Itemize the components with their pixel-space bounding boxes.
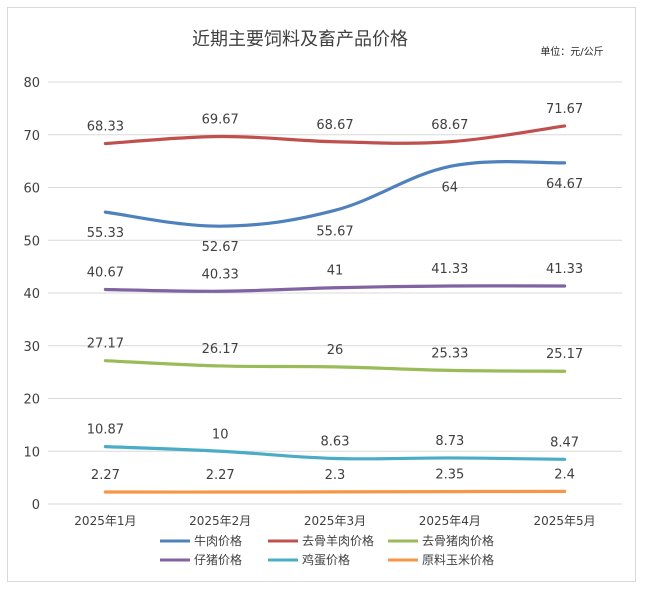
x-tick-label: 2025年2月 <box>189 514 251 528</box>
y-tick-label: 0 <box>32 498 40 513</box>
y-tick-label: 70 <box>23 129 40 144</box>
series-line <box>103 284 567 293</box>
data-label: 2.3 <box>325 468 346 483</box>
data-label: 2.35 <box>435 468 464 483</box>
data-label: 2.27 <box>91 468 120 483</box>
y-tick-label: 30 <box>23 340 40 355</box>
data-label: 69.67 <box>202 112 239 127</box>
data-label: 40.67 <box>87 265 124 280</box>
data-label: 27.17 <box>87 337 124 352</box>
y-tick-label: 50 <box>23 234 40 249</box>
x-axis-ticks: 2025年1月 2025年2月 2025年3月 2025年4月 2025年5月 <box>74 514 595 528</box>
series-lines <box>103 124 567 494</box>
data-label: 8.63 <box>321 434 350 449</box>
data-label: 25.17 <box>546 347 583 362</box>
x-tick-label: 2025年4月 <box>419 514 481 528</box>
legend-label: 牛肉价格 <box>194 533 242 548</box>
x-tick-label: 2025年3月 <box>304 514 366 528</box>
data-label: 8.47 <box>550 435 579 450</box>
data-label: 26.17 <box>202 342 239 357</box>
series-line <box>103 160 567 228</box>
data-label: 52.67 <box>202 240 239 255</box>
data-label: 25.33 <box>431 346 468 361</box>
data-label: 2.4 <box>554 467 575 482</box>
data-label: 64 <box>442 180 459 195</box>
data-label: 10.87 <box>87 423 124 438</box>
data-label: 71.67 <box>546 102 583 117</box>
data-label: 2.27 <box>206 468 235 483</box>
legend-label: 原料玉米价格 <box>422 552 494 567</box>
y-tick-label: 40 <box>23 287 40 302</box>
data-label: 68.33 <box>87 120 124 135</box>
legend-label: 仔猪价格 <box>194 552 242 567</box>
data-label: 41 <box>327 264 344 279</box>
x-tick-label: 2025年1月 <box>74 514 136 528</box>
unit-label: 单位：元/公斤 <box>540 45 603 58</box>
series-line <box>103 489 567 494</box>
y-tick-label: 20 <box>23 393 40 408</box>
legend-label: 去骨羊肉价格 <box>302 533 374 548</box>
data-label: 55.67 <box>316 224 353 239</box>
series-line <box>103 124 567 146</box>
data-label: 55.33 <box>87 226 124 241</box>
gridlines <box>48 81 622 505</box>
legend-label: 鸡蛋价格 <box>302 552 350 567</box>
data-label: 41.33 <box>431 262 468 277</box>
data-label: 10 <box>212 427 229 442</box>
data-label: 8.73 <box>435 434 464 449</box>
y-tick-label: 10 <box>23 445 40 460</box>
legend-label: 去骨猪肉价格 <box>422 533 494 548</box>
data-label: 26 <box>327 343 344 358</box>
series-line <box>103 445 567 461</box>
series-line <box>103 359 567 373</box>
chart-frame <box>7 7 636 582</box>
y-tick-label: 60 <box>23 182 40 197</box>
y-axis-ticks: 0 10 20 30 40 50 60 70 80 <box>23 76 40 513</box>
x-tick-label: 2025年5月 <box>534 514 596 528</box>
data-label: 68.67 <box>316 118 353 133</box>
data-label: 68.67 <box>431 118 468 133</box>
chart-title: 近期主要饲料及畜产品价格 <box>192 29 408 50</box>
y-tick-label: 80 <box>23 76 40 91</box>
data-label: 41.33 <box>546 262 583 277</box>
data-label: 64.67 <box>546 177 583 192</box>
data-labels: 55.33 52.67 55.67 64 64.67 68.33 69.67 68.67 68.… <box>87 102 583 483</box>
data-label: 40.33 <box>202 267 239 282</box>
